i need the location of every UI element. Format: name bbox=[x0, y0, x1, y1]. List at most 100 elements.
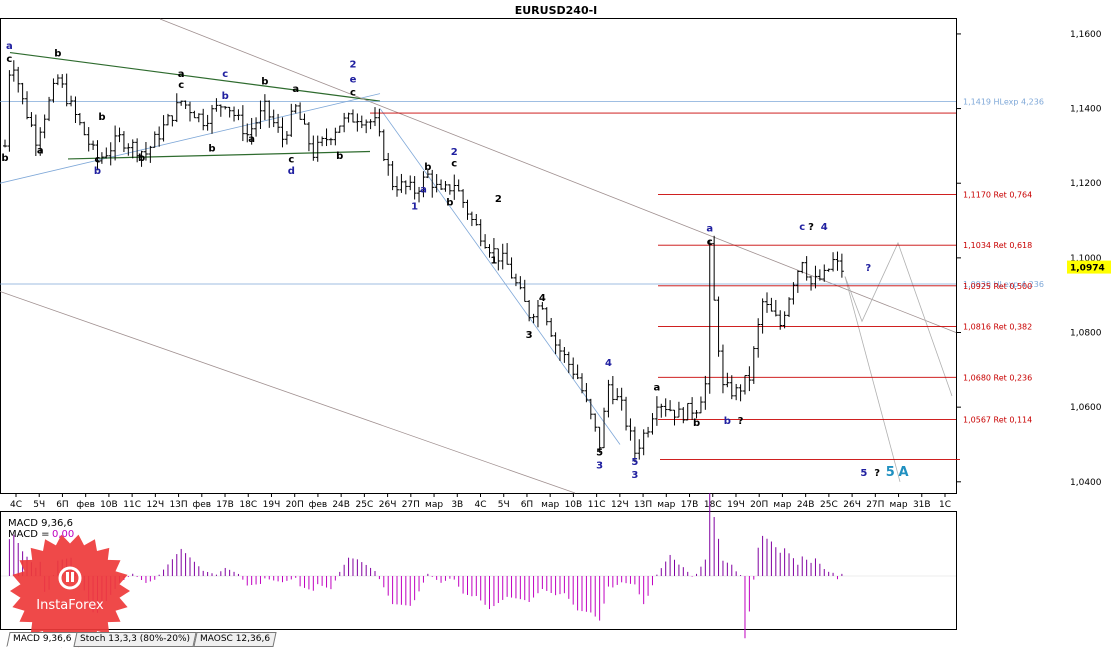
y-tick-label: 1,1600 bbox=[1070, 30, 1102, 40]
wave-label: b bbox=[446, 198, 453, 209]
wave-label: a bbox=[292, 84, 299, 95]
tab-maosc[interactable]: MAOSC 12,36,6 bbox=[192, 632, 277, 647]
x-tick-label: 27П bbox=[402, 500, 420, 510]
wave-label: c bbox=[799, 222, 805, 233]
wave-label: 3 bbox=[631, 470, 638, 481]
wave-label: 4 bbox=[539, 293, 546, 304]
x-tick-label: 10В bbox=[100, 500, 118, 510]
x-tick-label: 4С bbox=[474, 500, 486, 510]
x-tick-label: 27П bbox=[866, 500, 884, 510]
wave-label: c bbox=[222, 69, 228, 80]
wave-label: b bbox=[94, 166, 101, 177]
wave-label: 5 bbox=[886, 465, 895, 480]
x-tick-label: 11С bbox=[588, 500, 606, 510]
wave-label: b bbox=[138, 153, 145, 164]
grey-channel-bottom bbox=[0, 291, 576, 494]
green-lower-line bbox=[67, 150, 371, 160]
wave-label: b bbox=[424, 162, 431, 173]
wave-label: a bbox=[654, 382, 661, 393]
x-tick-label: 26Ч bbox=[843, 500, 861, 510]
y-tick-label: 1,1000 bbox=[1070, 254, 1102, 264]
x-tick-label: 4С bbox=[10, 500, 22, 510]
logo-text: InstaForex bbox=[36, 598, 104, 613]
x-tick-label: 3В bbox=[451, 500, 463, 510]
wave-label: 3 bbox=[526, 330, 533, 341]
x-tick-label: 6П bbox=[521, 500, 534, 510]
x-tick-label: 5Ч bbox=[33, 500, 45, 510]
main-chart-frame bbox=[0, 18, 957, 494]
current-price-tag bbox=[1067, 260, 1111, 274]
wave-label: 4 bbox=[605, 358, 612, 369]
wave-label: A bbox=[899, 465, 909, 480]
blue-wave-line bbox=[379, 108, 621, 445]
ret-level-label: 1,0567 Ret 0,114 bbox=[963, 415, 1032, 424]
x-tick-label: 25С bbox=[356, 500, 374, 510]
wave-label: c bbox=[707, 237, 713, 248]
wave-label: c bbox=[6, 54, 12, 65]
forecast-path-b bbox=[844, 276, 901, 482]
wave-label: b bbox=[1, 153, 8, 164]
y-tick-label: 1,1400 bbox=[1070, 105, 1102, 115]
x-tick-label: 18С bbox=[239, 500, 257, 510]
wave-label: a bbox=[420, 185, 427, 196]
tab-macd[interactable]: MACD 9,36,6 bbox=[6, 632, 79, 647]
blue-trend-line bbox=[0, 93, 381, 184]
wave-label: b bbox=[208, 143, 215, 154]
wave-label: b bbox=[336, 151, 343, 162]
grey-channel-top bbox=[159, 18, 957, 333]
x-tick-label: 31В bbox=[913, 500, 931, 510]
x-tick-label: 10В bbox=[565, 500, 583, 510]
x-tick-label: 17В bbox=[681, 500, 699, 510]
x-tick-label: 11С bbox=[123, 500, 141, 510]
wave-label: 5 bbox=[631, 457, 638, 468]
chart-title: EURUSD240-I bbox=[515, 4, 598, 17]
x-tick-label: 20П bbox=[750, 500, 768, 510]
logo-badge bbox=[10, 534, 130, 648]
x-tick-label: фев bbox=[76, 500, 95, 510]
x-tick-label: 13П bbox=[634, 500, 652, 510]
hlexp-level-label: 1,1419 HLexp 4,236 bbox=[963, 97, 1044, 106]
wave-label: ? bbox=[808, 222, 814, 233]
macd-frame bbox=[0, 511, 957, 630]
x-tick-label: 19Ч bbox=[727, 500, 745, 510]
x-tick-label: мар bbox=[890, 500, 908, 510]
macd-label-2: MACD = bbox=[8, 529, 50, 540]
y-tick-label: 1,1200 bbox=[1070, 179, 1102, 189]
ret-level-label: 1,0925 Ret 0,500 bbox=[963, 282, 1032, 291]
wave-label: 1 bbox=[411, 201, 418, 212]
wave-label: b bbox=[222, 91, 229, 102]
tab-stoch[interactable]: Stoch 13,3,3 (80%-20%) bbox=[73, 632, 198, 647]
wave-label: a bbox=[37, 145, 44, 156]
wave-label: c bbox=[95, 155, 101, 166]
instaforex-logo: InstaForex bbox=[10, 534, 130, 648]
x-tick-label: 20П bbox=[286, 500, 304, 510]
x-tick-label: фев bbox=[193, 500, 212, 510]
wave-label: b bbox=[693, 418, 700, 429]
ret-level-label: 1,1034 Ret 0,618 bbox=[963, 241, 1032, 250]
x-tick-label: 24В bbox=[332, 500, 350, 510]
wave-label: a bbox=[248, 134, 255, 145]
x-tick-label: мар bbox=[773, 500, 791, 510]
macd-value: 0,00 bbox=[52, 529, 74, 540]
wave-label: 5 bbox=[860, 468, 867, 479]
wave-label: e bbox=[350, 74, 357, 85]
x-tick-label: 17В bbox=[216, 500, 234, 510]
ret-level-label: 1,0816 Ret 0,382 bbox=[963, 323, 1032, 332]
y-tick-label: 1,0600 bbox=[1070, 403, 1102, 413]
wave-label: ? bbox=[865, 263, 871, 274]
wave-label: b bbox=[261, 76, 268, 87]
y-tick-label: 1,0800 bbox=[1070, 329, 1102, 339]
wave-label: c bbox=[451, 158, 457, 169]
wave-label: 1 bbox=[490, 255, 497, 266]
x-tick-label: 24В bbox=[797, 500, 815, 510]
x-tick-label: 26Ч bbox=[379, 500, 397, 510]
x-tick-label: мар bbox=[425, 500, 443, 510]
x-tick-label: 19Ч bbox=[263, 500, 281, 510]
indicator-tabs: MACD 9,36,6 Stoch 13,3,3 (80%-20%) MAOSC… bbox=[6, 632, 277, 647]
x-tick-label: 5Ч bbox=[498, 500, 510, 510]
x-tick-label: 18С bbox=[704, 500, 722, 510]
wave-label: 5 bbox=[596, 448, 603, 459]
wave-label: c bbox=[178, 80, 184, 91]
current-price-label: 1,0974 bbox=[1070, 264, 1105, 274]
